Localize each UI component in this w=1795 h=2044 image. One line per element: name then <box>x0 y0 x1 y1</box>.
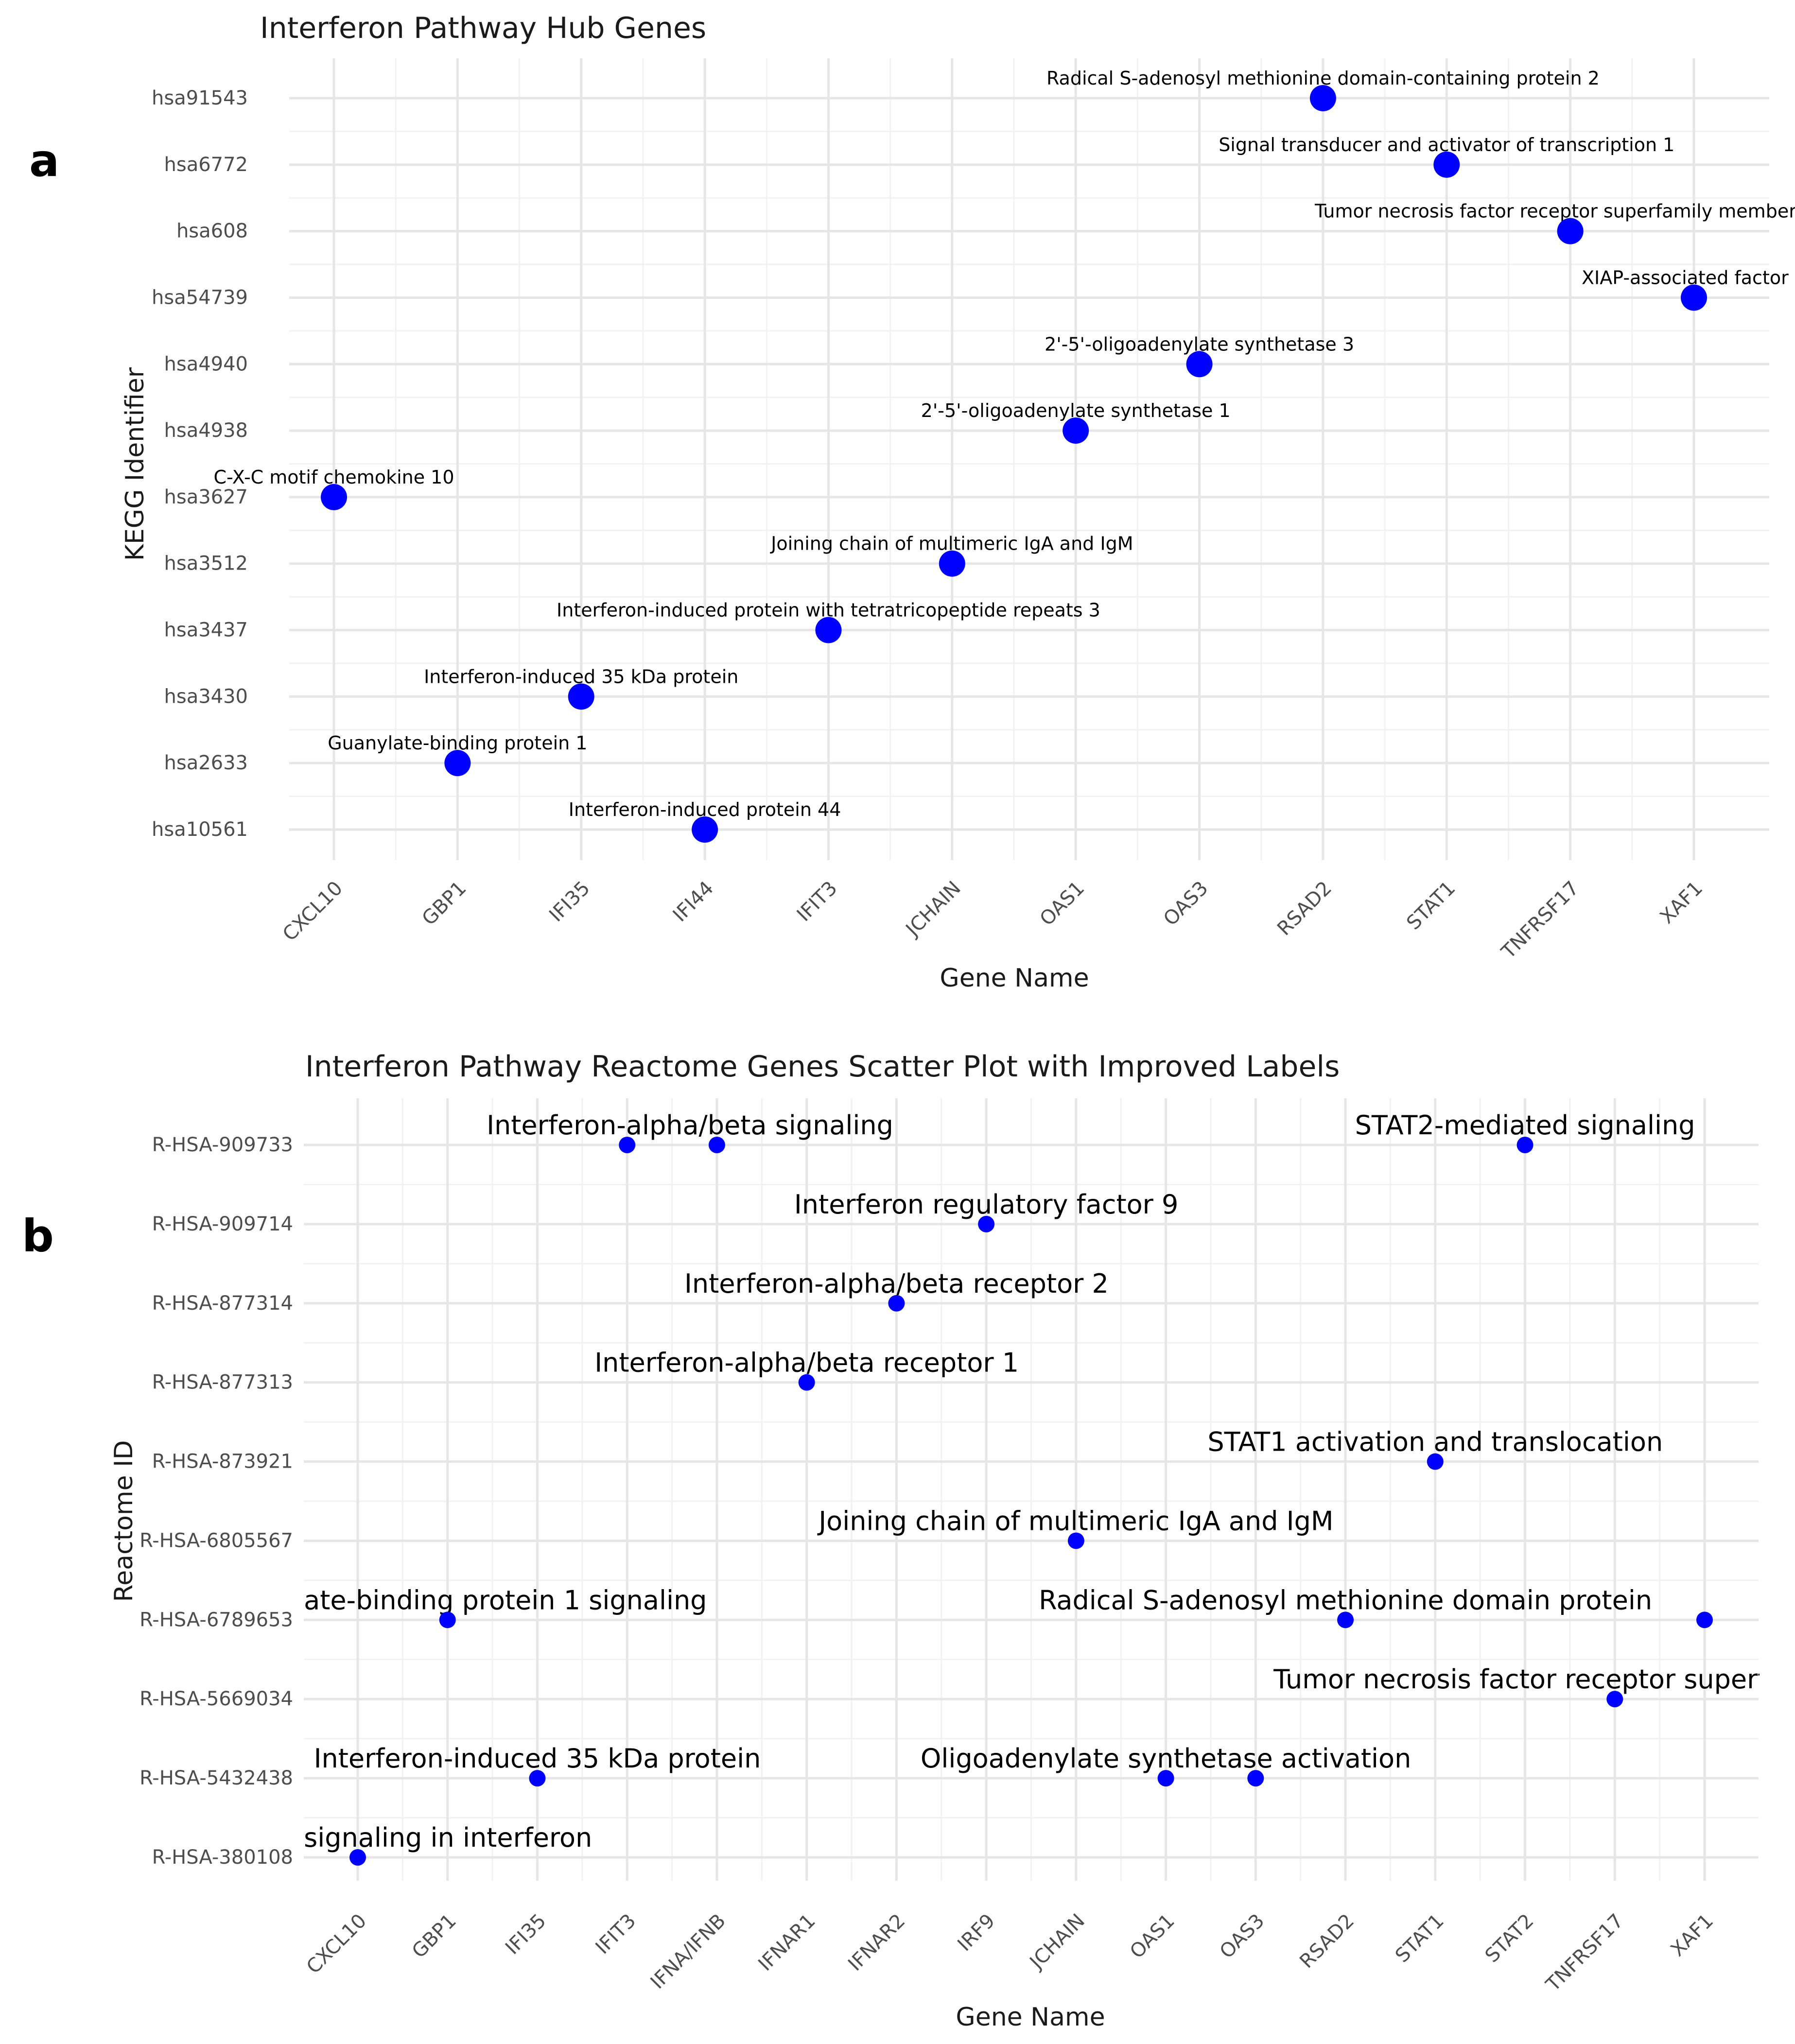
panel-a-letter: a <box>29 135 59 187</box>
data-point <box>888 1295 905 1312</box>
annotation-label: STAT1 activation and translocation <box>1207 1427 1663 1457</box>
data-point <box>1606 1691 1623 1708</box>
panel-b-letter: b <box>22 1210 54 1262</box>
annotation-label: Interferon regulatory factor 9 <box>794 1189 1179 1220</box>
data-point <box>1157 1770 1174 1787</box>
y-tick-label: hsa608 <box>176 220 248 243</box>
chart-a-grid <box>289 58 1769 860</box>
y-tick-label: hsa3512 <box>164 553 248 575</box>
y-tick-label: hsa6772 <box>164 154 248 176</box>
annotation-label: Interferon-induced 35 kDa protein <box>314 1743 761 1774</box>
data-point <box>1433 151 1460 178</box>
annotation-label: Tumor necrosis factor receptor superfa <box>1273 1664 1783 1695</box>
data-point <box>1309 85 1336 111</box>
chart-a-points <box>321 85 1707 843</box>
y-tick-label: R-HSA-909714 <box>152 1213 293 1235</box>
y-tick-label: R-HSA-6789653 <box>139 1609 293 1631</box>
y-tick-label: R-HSA-380108 <box>152 1846 293 1869</box>
y-tick-label: R-HSA-6805567 <box>139 1529 293 1552</box>
point-label: Tumor necrosis factor receptor superfami… <box>1314 201 1795 222</box>
data-point <box>798 1374 815 1391</box>
data-point <box>619 1137 636 1153</box>
chart-b-grid <box>304 1098 1759 1881</box>
y-tick-label: hsa4940 <box>164 353 248 375</box>
chart-b-points <box>349 1137 1713 1866</box>
data-point <box>1067 1532 1084 1549</box>
y-tick-label: hsa54739 <box>152 286 248 309</box>
annotation-label: ate-binding protein 1 signaling <box>304 1585 707 1615</box>
annotation-label: STAT2-mediated signaling <box>1355 1110 1695 1141</box>
annotation-label: Oligoadenylate synthetase activation <box>921 1743 1411 1774</box>
data-point <box>815 617 842 643</box>
data-point <box>439 1611 456 1628</box>
data-point <box>692 816 718 843</box>
annotation-label: Interferon-alpha/beta signaling <box>487 1110 893 1141</box>
y-tick-label: hsa10561 <box>152 818 248 841</box>
chart-a-title: Interferon Pathway Hub Genes <box>260 11 706 45</box>
y-tick-label: hsa3437 <box>164 619 248 641</box>
data-point <box>1516 1137 1534 1153</box>
annotation-label: Interferon-alpha/beta receptor 2 <box>684 1268 1109 1299</box>
data-point <box>1186 351 1213 378</box>
annotation-label: Joining chain of multimeric IgA and IgM <box>817 1506 1333 1536</box>
chart-a-x-axis-title: Gene Name <box>940 964 1089 993</box>
y-tick-label: R-HSA-877314 <box>152 1292 293 1315</box>
y-tick-label: R-HSA-5432438 <box>139 1767 293 1789</box>
chart-b-x-axis-title: Gene Name <box>956 2003 1105 2032</box>
y-tick-label: hsa91543 <box>152 87 248 109</box>
annotation-label: Interferon-alpha/beta receptor 1 <box>594 1348 1019 1378</box>
chart-b-annotations: Interferon-alpha/beta signaling STAT2-med… <box>304 1110 1783 1853</box>
data-point <box>529 1770 546 1787</box>
chart-a-y-tick-labels: hsa10561 hsa2633 hsa3430 hsa3437 hsa3512 hsa3… <box>152 87 248 841</box>
data-point <box>1337 1611 1354 1628</box>
chart-b-title: Interferon Pathway Reactome Genes Scatte… <box>305 1050 1340 1084</box>
data-point <box>349 1849 366 1866</box>
data-point <box>1681 284 1707 311</box>
y-tick-label: hsa3627 <box>164 486 248 508</box>
data-point <box>321 484 347 510</box>
data-point <box>1696 1611 1713 1628</box>
y-tick-label: hsa3430 <box>164 685 248 708</box>
data-point <box>1247 1770 1264 1787</box>
chart-a-y-axis-title: KEGG Identifier <box>121 367 150 561</box>
chart-b-y-axis-title: Reactome ID <box>109 1440 139 1602</box>
y-tick-label: R-HSA-873921 <box>152 1451 293 1473</box>
data-point <box>1063 417 1089 444</box>
data-point <box>1427 1453 1444 1470</box>
data-point <box>708 1137 725 1153</box>
data-point <box>1557 218 1584 244</box>
y-tick-label: hsa4938 <box>164 419 248 442</box>
y-tick-label: R-HSA-909733 <box>152 1134 293 1156</box>
data-point <box>444 750 471 777</box>
y-tick-label: R-HSA-877313 <box>152 1371 293 1394</box>
data-point <box>568 683 594 710</box>
y-tick-label: hsa2633 <box>164 752 248 774</box>
chart-b-y-tick-labels: R-HSA-380108 R-HSA-5432438 R-HSA-5669034 R-… <box>139 1134 293 1869</box>
point-label: XIAP-associated factor 1 <box>1582 267 1795 288</box>
data-point <box>978 1215 995 1232</box>
y-tick-label: R-HSA-5669034 <box>139 1688 293 1710</box>
annotation-label: signaling in interferon <box>304 1822 592 1853</box>
data-point <box>939 550 965 577</box>
annotation-label: Radical S-adenosyl methionine domain pro… <box>1039 1585 1652 1615</box>
